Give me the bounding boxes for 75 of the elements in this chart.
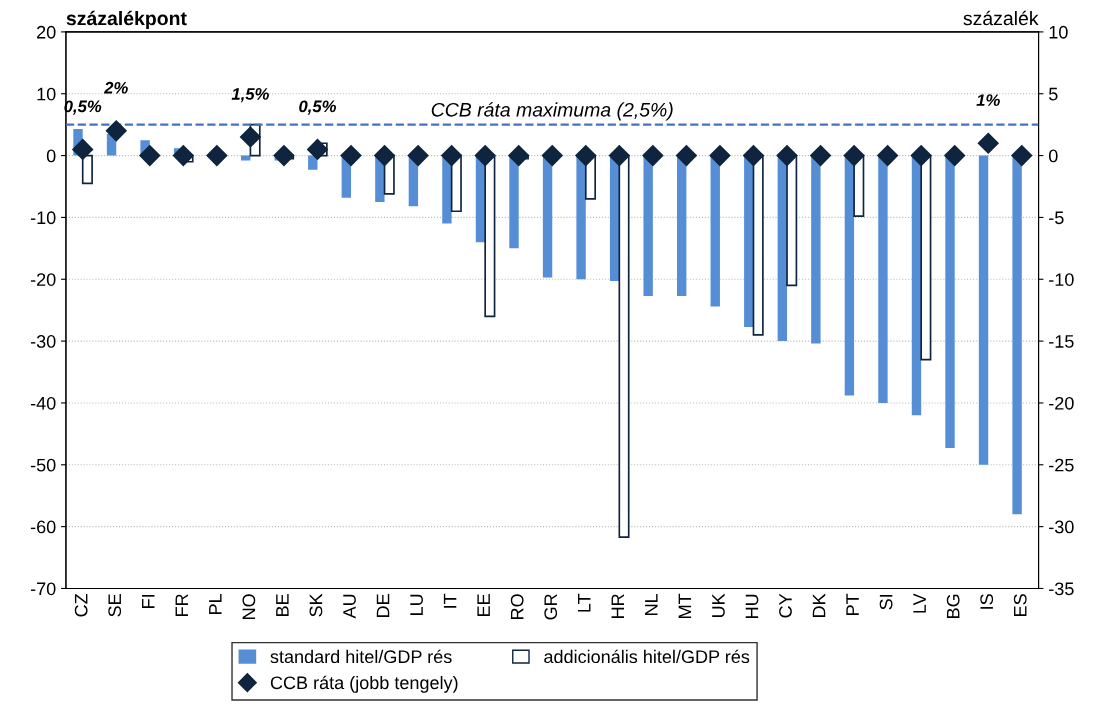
y-tick-label: -70 [30, 582, 56, 596]
x-tick-label: NO [242, 594, 256, 619]
y2-tick-label: -5 [1049, 211, 1064, 225]
y-tick-label: 10 [37, 87, 56, 101]
bar [542, 155, 553, 278]
x-tick-label: LT [578, 593, 591, 612]
x-tick-label: SK [309, 593, 323, 617]
bar [978, 155, 989, 465]
bar [844, 155, 855, 396]
legend-label: standard hitel/GDP rés [270, 649, 452, 664]
legend-label: addicionális hitel/GDP rés [544, 649, 750, 664]
y2-tick-label: -10 [1049, 273, 1074, 286]
x-tick-label: UK [712, 593, 725, 618]
x-tick-label: PT [846, 593, 859, 615]
bar [509, 155, 519, 249]
y-tick-label: -60 [30, 520, 56, 534]
y2-tick-label: 5 [1049, 87, 1058, 101]
x-tick-label: PL [209, 593, 222, 614]
bar [677, 155, 687, 296]
y-tick-label: -10 [30, 211, 56, 225]
x-tick-label: CZ [74, 593, 88, 617]
bar [643, 155, 653, 296]
bar [241, 155, 251, 161]
bar [811, 155, 821, 344]
annotation: 1,5% [231, 88, 269, 103]
x-tick-label: SE [108, 594, 122, 617]
x-tick-label: AU [343, 594, 356, 619]
y-axis-title: százalékpont [66, 10, 187, 30]
bar [576, 155, 586, 280]
y-tick-label: 20 [37, 25, 56, 39]
x-tick-label: FI [142, 594, 155, 608]
x-tick-label: GR [544, 594, 558, 620]
x-tick-label: HR [611, 594, 624, 618]
y-tick-label: -30 [30, 335, 56, 348]
x-tick-label: ES [1013, 594, 1027, 616]
bar [308, 155, 318, 170]
x-tick-label: MT [678, 593, 692, 618]
x-tick-label: EE [477, 594, 490, 616]
bar [744, 155, 754, 327]
bar [945, 155, 955, 449]
x-tick-label: CY [779, 593, 792, 618]
y2-tick-label: -20 [1049, 396, 1074, 410]
x-tick-label: SI [879, 595, 893, 610]
y-tick-label: 0 [46, 149, 56, 163]
y2-tick-label: -25 [1049, 458, 1074, 472]
bar [710, 155, 720, 307]
x-tick-label: DE [376, 594, 390, 617]
y2-tick-label: 0 [1048, 149, 1058, 163]
x-tick-label: RO [510, 594, 524, 619]
x-tick-label: LU [410, 594, 423, 615]
x-tick-label: DK [812, 593, 826, 617]
bar [1012, 155, 1022, 515]
bar [442, 155, 452, 224]
bar [878, 155, 888, 403]
y2-axis-title: százalék [963, 10, 1039, 26]
x-tick-label: BE [276, 594, 289, 616]
y-tick-label: -40 [30, 396, 56, 410]
y2-tick-label: -15 [1049, 335, 1074, 348]
x-tick-label: FR [175, 594, 188, 616]
y-tick-label: -20 [30, 273, 56, 286]
x-tick-label: HU [745, 594, 759, 618]
x-tick-label: BG [946, 594, 960, 618]
legend-label: CCB ráta (jobb tengely) [270, 675, 458, 693]
annotation: 1% [976, 94, 1000, 106]
annotation: 0,5% [299, 100, 337, 115]
y2-tick-label: -35 [1049, 582, 1074, 596]
x-tick-label: NL [645, 593, 658, 615]
x-tick-label: IT [443, 593, 457, 608]
ref-line-label: CCB ráta maximuma (2,5%) [431, 102, 673, 121]
y2-tick-label: -30 [1049, 520, 1074, 534]
y-tick-label: -50 [30, 458, 56, 472]
y2-tick-label: 10 [1049, 25, 1068, 39]
annotation: 2% [103, 81, 128, 94]
x-tick-label: IS [980, 594, 994, 609]
x-tick-label: LV [913, 593, 926, 613]
